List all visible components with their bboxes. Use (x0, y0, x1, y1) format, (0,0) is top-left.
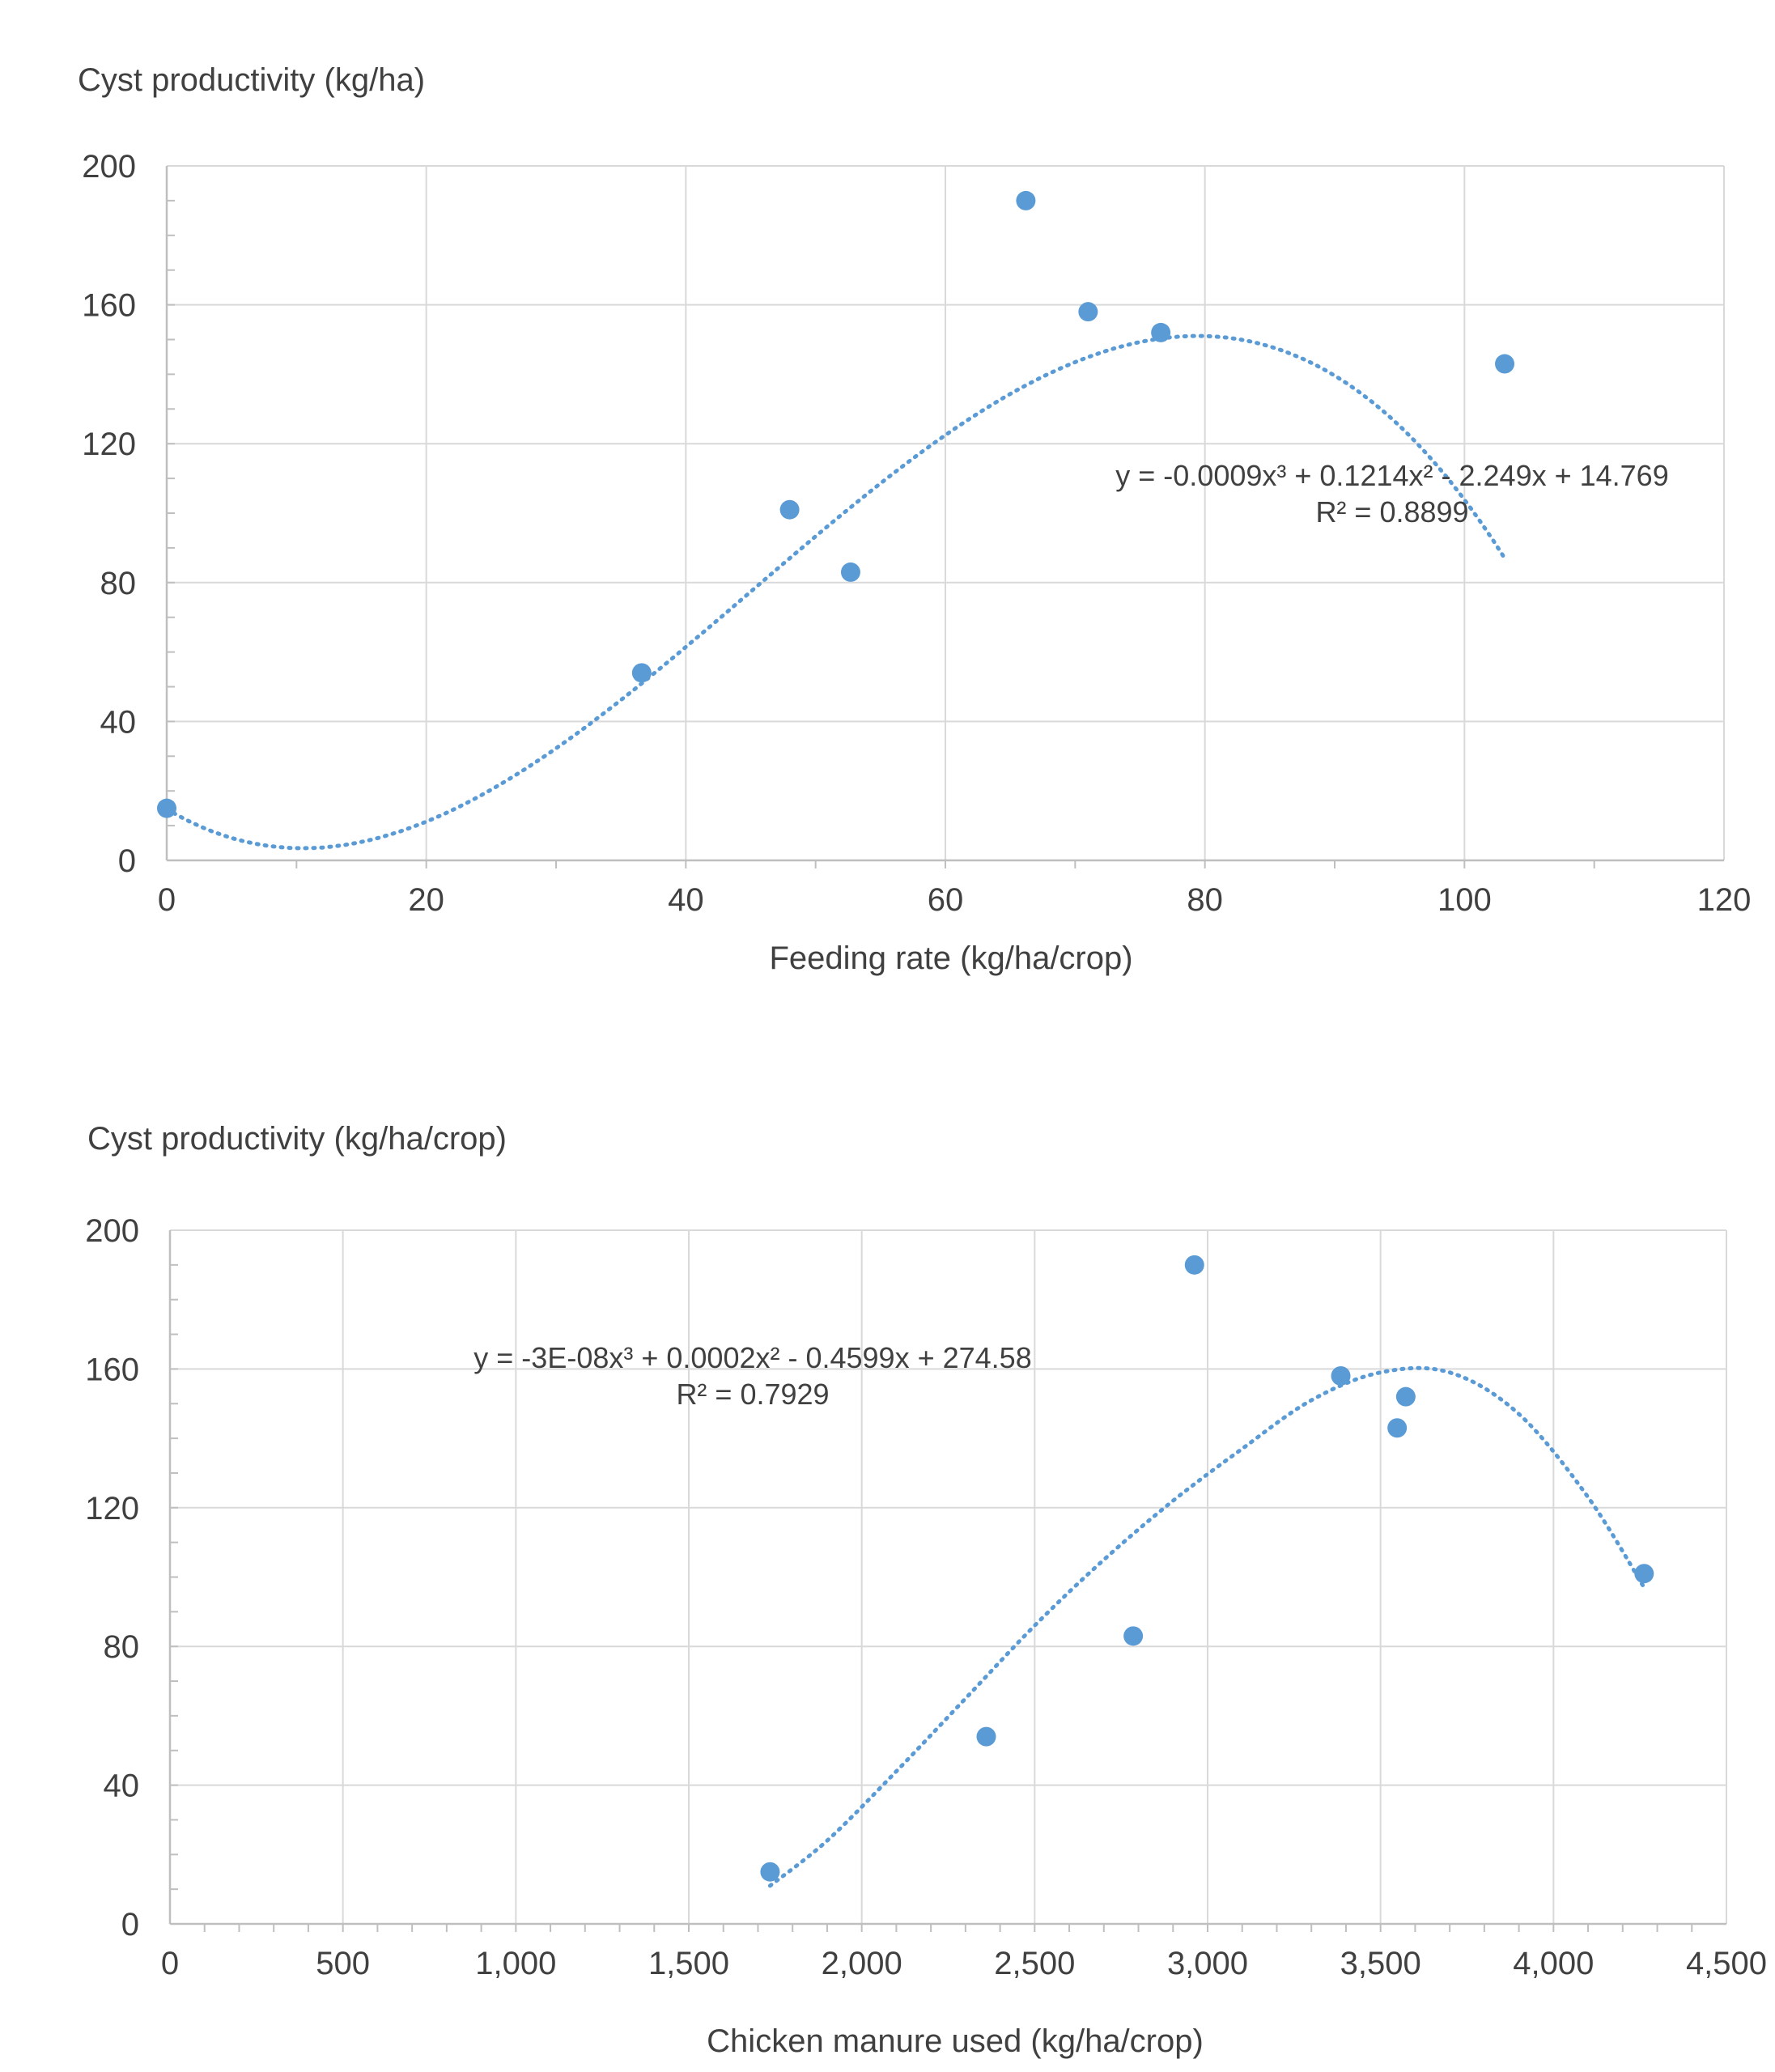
y-tick-label: 0 (121, 1907, 139, 1942)
gridlines (170, 1229, 1727, 1924)
data-point (1387, 1418, 1408, 1438)
y-tick-label: 0 (118, 843, 136, 879)
y-tick-label: 200 (85, 1213, 139, 1249)
y-tick-label: 160 (82, 288, 136, 324)
data-point (157, 798, 176, 818)
data-point (1634, 1564, 1654, 1584)
axes (165, 166, 1724, 862)
y-tick-label: 120 (82, 427, 136, 462)
gridlines (167, 165, 1725, 860)
x-tick-label: 1,000 (475, 1946, 556, 1981)
x-tick-label: 0 (158, 882, 176, 918)
x-tick-label: 4,000 (1513, 1946, 1594, 1981)
r-squared-label: R² = 0.8899 (1315, 495, 1468, 529)
trendline (767, 1365, 1646, 1888)
data-point (976, 1726, 996, 1747)
data-point (1395, 1386, 1416, 1407)
data-point (1123, 1626, 1144, 1646)
r-squared-label: R² = 0.7929 (676, 1378, 829, 1411)
x-tick-label: 3,000 (1167, 1946, 1248, 1981)
data-point (1151, 322, 1171, 342)
x-tick-label: 80 (1187, 882, 1223, 918)
minor-ticks (167, 199, 1595, 868)
y-tick-label: 80 (100, 566, 137, 601)
y-tick-label: 120 (85, 1491, 139, 1526)
x-tick-labels: 0 20 40 60 80 100 120 (158, 882, 1752, 918)
x-tick-label: 120 (1697, 882, 1752, 918)
x-tick-label: 2,500 (994, 1946, 1075, 1981)
minor-ticks (170, 1263, 1693, 1932)
data-point (1331, 1365, 1351, 1386)
data-point (779, 499, 800, 520)
x-tick-label: 20 (408, 882, 444, 918)
x-tick-label: 60 (928, 882, 964, 918)
x-tick-label: 0 (161, 1946, 179, 1981)
data-point (1016, 190, 1036, 210)
data-points (760, 1255, 1654, 1882)
x-tick-label: 1,500 (648, 1946, 729, 1981)
data-points (157, 190, 1515, 818)
y-tick-label: 40 (104, 1768, 140, 1804)
trendline (164, 333, 1507, 851)
data-point (631, 663, 652, 683)
y-tick-label: 80 (104, 1629, 140, 1665)
y-tick-label: 200 (82, 149, 136, 185)
data-point (840, 562, 860, 582)
y-tick-labels: 0 40 80 120 160 200 (85, 1213, 139, 1942)
x-tick-label: 100 (1437, 882, 1492, 918)
chart-feeding-rate: Cyst productivity (kg/ha) 0 20 40 60 80 100 12… (78, 62, 1751, 976)
x-tick-label: 500 (316, 1946, 370, 1981)
x-tick-label: 40 (668, 882, 704, 918)
data-point (1078, 302, 1098, 322)
axes (168, 1230, 1726, 1926)
trendline-equation: y = -0.0009x³ + 0.1214x² - 2.249x + 14.7… (1115, 459, 1668, 492)
y-tick-labels: 0 40 80 120 160 200 (82, 149, 136, 879)
chart-chicken-manure: Cyst productivity (kg/ha/crop) 0 500 1,000… (85, 1121, 1767, 2059)
data-point (760, 1862, 780, 1882)
y-axis-title: Cyst productivity (kg/ha) (78, 62, 425, 98)
y-tick-label: 40 (100, 704, 137, 740)
x-axis-title: Chicken manure used (kg/ha/crop) (707, 2023, 1204, 2059)
y-axis-title: Cyst productivity (kg/ha/crop) (87, 1121, 507, 1157)
trendline-equation: y = -3E-08x³ + 0.0002x² - 0.4599x + 274.… (473, 1341, 1031, 1374)
x-tick-labels: 0 500 1,000 1,500 2,000 2,500 3,000 3,500 4,000 4… (161, 1946, 1767, 1981)
x-tick-label: 3,500 (1340, 1946, 1421, 1981)
x-tick-label: 2,000 (822, 1946, 902, 1981)
x-tick-label: 4,500 (1686, 1946, 1767, 1981)
y-tick-label: 160 (85, 1352, 139, 1387)
data-point (1184, 1255, 1204, 1275)
data-point (1495, 354, 1515, 374)
x-axis-title: Feeding rate (kg/ha/crop) (769, 940, 1132, 976)
